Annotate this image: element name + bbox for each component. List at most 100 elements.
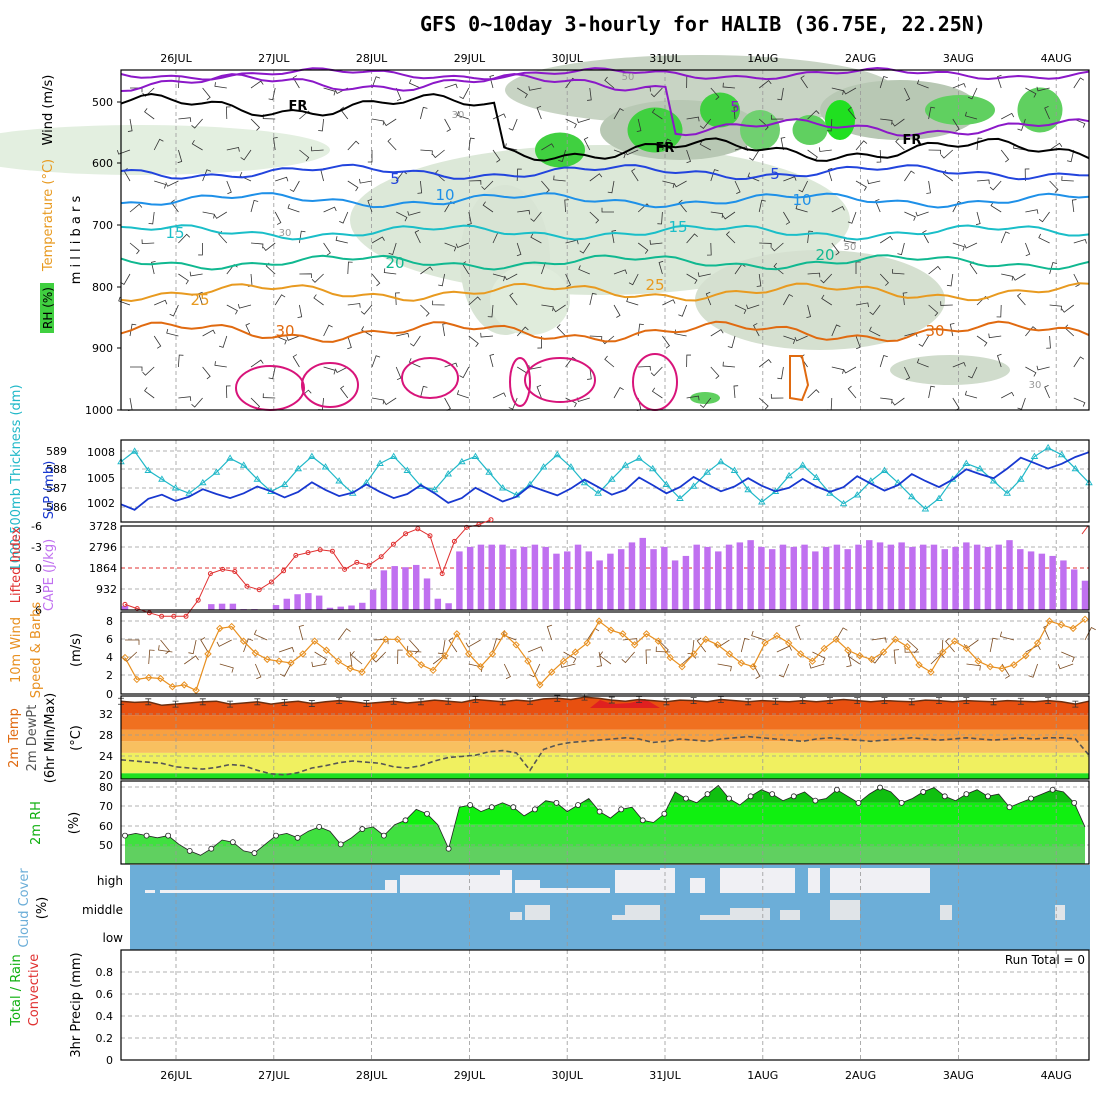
surface-wind-barb (847, 651, 861, 665)
upper-wind-barb (976, 335, 988, 347)
upper-wind-barb (988, 333, 1002, 339)
cloud-high-block (720, 868, 795, 893)
upper-wind-barb (1036, 86, 1050, 92)
upper-wind-barb (323, 366, 336, 375)
surface-wind-barb (184, 655, 199, 665)
upper-wind-barb (516, 326, 529, 337)
slp-tick-label: 1008 (87, 446, 115, 459)
rh-point (596, 808, 603, 815)
upper-wind-barb (432, 149, 445, 159)
cloud-mid-block (612, 915, 627, 920)
thickness-point (335, 477, 343, 484)
upper-wind-barb (339, 211, 349, 224)
upper-wind-barb (579, 242, 591, 254)
thickness-line (120, 447, 1090, 510)
temp-minmax-bar (854, 697, 861, 705)
wind-speed-point (204, 650, 212, 658)
cape-bar (380, 570, 388, 610)
precip-axis-label-1: Total / Rain (9, 954, 24, 1027)
rh-point (941, 793, 948, 800)
surface-wind-barb (216, 639, 232, 647)
thickness-point (880, 466, 889, 473)
upper-wind-barb (686, 395, 700, 401)
rh-point (208, 845, 215, 852)
wind-speed-point (121, 653, 129, 662)
cloud-high-block (145, 890, 155, 893)
upper-wind-barb (178, 117, 192, 122)
cape-bar (520, 546, 528, 610)
slp-axis-label: SLP (mb) (42, 461, 57, 520)
wind-frame (120, 611, 1090, 695)
upper-wind-barb (250, 80, 264, 89)
wind-speed-point (642, 630, 651, 638)
thickness-point (158, 475, 166, 482)
upper-wind-barb (892, 268, 905, 275)
upper-wind-barb (928, 265, 941, 275)
li-point (281, 568, 287, 574)
upper-wind-barb (536, 105, 542, 120)
li-point (146, 610, 152, 616)
upper-wind-barb (442, 323, 447, 337)
upper-wind-barb (657, 211, 663, 225)
temp-band (121, 752, 1089, 774)
cape-bar (402, 567, 409, 610)
rh-point (682, 795, 689, 802)
wind-speed-point (1033, 639, 1042, 647)
cloud-mid-block (780, 910, 800, 920)
upper-wind-barb (686, 149, 692, 164)
upper-wind-barb (536, 384, 542, 399)
upper-wind-barb (879, 355, 888, 368)
wind-speed-point (832, 635, 840, 644)
upper-wind-barb (1044, 105, 1050, 120)
thickness-point (812, 473, 821, 480)
upper-wind-barb (225, 106, 231, 120)
cape-bar (445, 603, 452, 610)
upper-wind-barb (589, 292, 597, 306)
surface-wind-barb (599, 651, 612, 665)
upper-wind-barb (444, 362, 458, 368)
rh-shade-area (505, 55, 895, 125)
cape-bar (315, 595, 323, 610)
upper-wind-barb (371, 355, 381, 368)
temp-line (120, 696, 1090, 707)
surface-wind-barb (200, 637, 209, 653)
cape-bar (855, 544, 862, 610)
upper-wind-barb (214, 361, 227, 368)
upper-wind-barb (1049, 304, 1062, 311)
pressure-tick-label: 500 (92, 96, 113, 109)
wind-speed-point (796, 650, 805, 658)
upper-wind-barb (649, 240, 663, 245)
pressure-tick-label: 800 (92, 281, 113, 294)
temp-minmax-bar (227, 700, 234, 708)
cape-bar (218, 603, 226, 610)
upper-wind-barb (952, 242, 965, 251)
cloud-axis-label: Cloud Cover (17, 868, 32, 948)
upper-wind-barb (396, 211, 408, 222)
wind-speed-point (287, 659, 295, 667)
rh-point (985, 793, 991, 800)
surface-wind-barb (966, 663, 981, 671)
precip-tick-label: 0.6 (96, 988, 114, 1001)
surface-wind-barb (904, 647, 920, 653)
upper-wind-barb (142, 87, 155, 97)
wind-speed-point (867, 655, 876, 664)
upper-wind-barb (144, 387, 155, 399)
rh-point (747, 793, 754, 800)
wind-speed-point (891, 635, 900, 644)
temp-frame (120, 695, 1090, 780)
li-point (244, 583, 250, 589)
rh-point (1006, 804, 1013, 811)
cape-bar (585, 551, 593, 610)
cloud-level-label: low (103, 931, 124, 945)
temp-minmax-bar (826, 697, 833, 705)
surface-wind-barb (311, 661, 327, 668)
upper-wind-barb (756, 273, 762, 287)
surface-wind-barb (645, 649, 651, 665)
li-point (354, 559, 360, 565)
contour-label: 20 (385, 254, 404, 272)
li-point (403, 531, 409, 537)
upper-wind-barb (455, 242, 469, 249)
upper-wind-barb (758, 80, 772, 89)
upper-wind-barb (275, 335, 287, 345)
contour-label: 30 (452, 110, 465, 121)
